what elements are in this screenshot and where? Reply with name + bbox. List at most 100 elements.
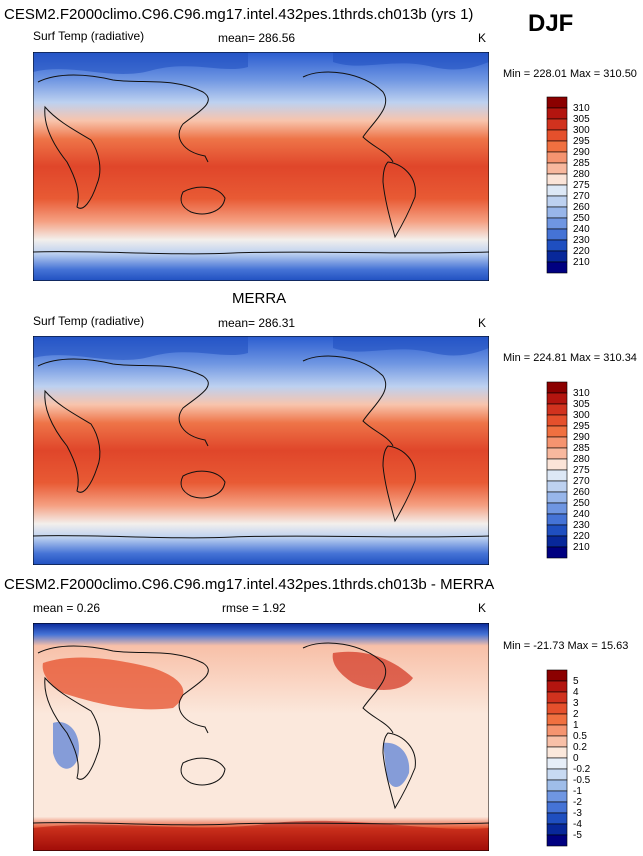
colorbar-cell [546,757,568,770]
colorbar-cell [546,206,568,219]
colorbar-cell [546,513,568,526]
panel3-field [33,623,489,851]
colorbar-cell [546,151,568,164]
colorbar-tick-label: 275 [573,465,590,476]
colorbar-tick-label: -1 [573,786,582,797]
colorbar-tick-label: 220 [573,246,590,257]
panel2-title: MERRA [232,290,287,307]
colorbar-cell [546,436,568,449]
panel1-map [33,52,489,281]
panel3-minmax: Min = -21.73 Max = 15.63 [503,640,629,652]
colorbar-tick-label: 220 [573,531,590,542]
colorbar-tick-label: 270 [573,191,590,202]
colorbar-cell [546,228,568,241]
panel1-colorbar: 3103053002952902852802752702602502402302… [546,96,590,274]
colorbar-cell [546,107,568,120]
colorbar-tick-label: -3 [573,808,582,819]
panel3-warm-antarctica [33,820,489,851]
colorbar-tick-label: 5 [573,676,579,687]
colorbar-cell [546,239,568,252]
colorbar-cell [546,261,568,274]
colorbar-cell [546,129,568,142]
colorbar-cell [546,735,568,748]
panel3-coast-antarctica [33,822,489,826]
colorbar-tick-label: 3 [573,698,579,709]
panel3-rmse: rmse = 1.92 [222,601,286,615]
colorbar-tick-label: 260 [573,202,590,213]
panel2-coast-samerica [382,445,416,523]
panel1-variable: Surf Temp (radiative) [33,29,145,43]
panel1-arctic-cold [33,52,248,74]
panel2-coastlines [33,355,489,539]
colorbar-tick-label: -4 [573,819,582,830]
colorbar-tick-label: 250 [573,498,590,509]
panel2-minmax: Min = 224.81 Max = 310.34 [503,352,637,364]
colorbar-cell [546,801,568,814]
panel2-field [33,336,489,565]
panel2-colorbar: 3103053002952902852802752702602502402302… [546,381,590,559]
panel1-title: CESM2.F2000climo.C96.C96.mg17.intel.432p… [4,6,474,23]
colorbar-cell [546,403,568,416]
colorbar-cell [546,669,568,682]
colorbar-tick-label: 210 [573,257,590,268]
panel3-mean: mean = 0.26 [33,601,101,615]
colorbar-tick-label: 295 [573,421,590,432]
panel2-coast-australia [180,470,226,499]
panel3-map [33,623,489,851]
panel3-cool-samerica [383,742,410,788]
colorbar-cell [546,713,568,726]
colorbar-cell [546,823,568,836]
colorbar-tick-label: 1 [573,720,579,731]
colorbar-cell [546,491,568,504]
colorbar-cell [546,217,568,230]
colorbar-tick-label: -2 [573,797,582,808]
colorbar-tick-label: -0.5 [573,775,591,786]
colorbar-tick-label: 305 [573,114,590,125]
panel3-units: K [478,601,487,615]
colorbar-tick-label: 280 [573,454,590,465]
colorbar-tick-label: 0.5 [573,731,587,742]
panel2-coast-namerica [302,355,394,447]
panel1-mean: mean= 286.56 [218,31,296,45]
panel2-map [33,336,489,565]
colorbar-tick-label: 0.2 [573,742,587,753]
colorbar-cell [546,480,568,493]
panel1-coastlines [33,71,489,255]
panel3-warm-eurasia [42,657,184,710]
colorbar-cell [546,502,568,515]
panel1-coast-eurasia [37,74,209,163]
colorbar-tick-label: 300 [573,125,590,136]
colorbar-cell [546,779,568,792]
colorbar-cell [546,691,568,704]
panel3-coast-africa [44,676,101,780]
colorbar-tick-label: -0.2 [573,764,591,775]
colorbar-cell [546,812,568,825]
colorbar-cell [546,250,568,263]
panel3-coast-namerica [302,642,394,734]
panel3-coastlines [33,642,489,826]
colorbar-tick-label: 230 [573,520,590,531]
colorbar-cell [546,392,568,405]
colorbar-cell [546,458,568,471]
panel3-cool-africa [53,722,79,769]
panel1-arctic-cold-east [333,52,489,70]
panel2-arctic-cold-east [333,336,489,356]
colorbar-tick-label: 310 [573,103,590,114]
colorbar-tick-label: 250 [573,213,590,224]
panel2-mean: mean= 286.31 [218,316,296,330]
colorbar-cell [546,724,568,737]
colorbar-tick-label: 270 [573,476,590,487]
colorbar-tick-label: 290 [573,432,590,443]
panel2-coast-eurasia [37,358,209,447]
colorbar-tick-label: 2 [573,709,579,720]
colorbar-cell [546,414,568,427]
colorbar-cell [546,834,568,847]
colorbar-tick-label: 275 [573,180,590,191]
colorbar-tick-label: 0 [573,753,579,764]
colorbar-tick-label: 240 [573,509,590,520]
colorbar-tick-label: 240 [573,224,590,235]
panel2-coast-antarctica [33,535,489,539]
colorbar-cell [546,381,568,394]
colorbar-tick-label: 285 [573,443,590,454]
